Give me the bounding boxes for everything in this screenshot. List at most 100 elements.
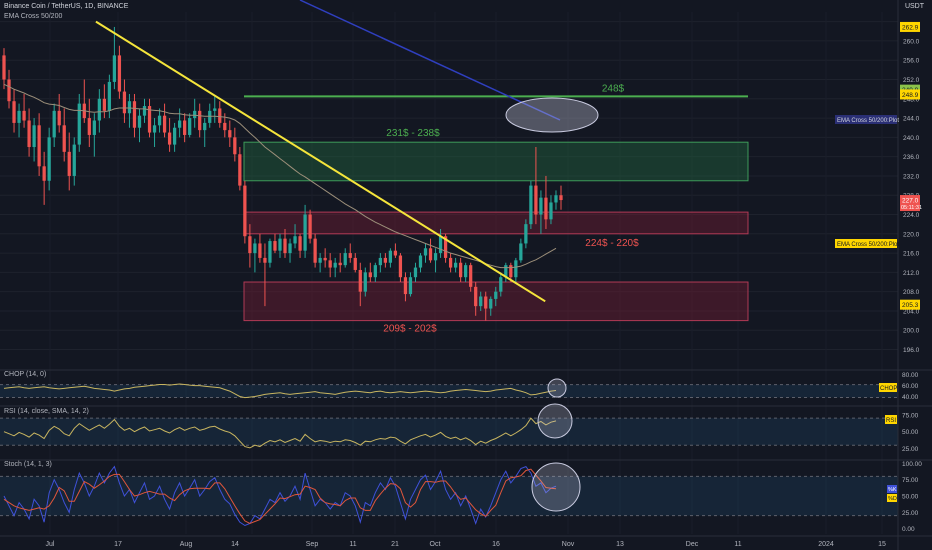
candle-body	[348, 253, 352, 258]
candle-body	[177, 120, 182, 128]
candle	[22, 93, 26, 128]
candle-body	[228, 130, 232, 138]
time-tick-label: 11	[349, 541, 356, 548]
time-tick-label: 16	[492, 541, 500, 548]
candle-body	[388, 250, 393, 263]
candle	[142, 98, 147, 123]
candle	[122, 79, 127, 123]
price-tick-label: 204.0	[903, 308, 920, 315]
candle	[323, 248, 327, 268]
candle	[363, 267, 367, 297]
ema-tag-bg	[835, 239, 897, 248]
candle	[293, 224, 297, 249]
candle-body	[529, 185, 533, 225]
time-tick-label: Oct	[430, 541, 441, 548]
candle-body	[343, 253, 347, 266]
price-label-text: 227.0	[902, 198, 919, 205]
candle	[127, 93, 132, 128]
candle	[418, 253, 423, 273]
candle-body	[453, 262, 458, 268]
ema-indicator-label[interactable]: EMA Cross 50/200	[4, 13, 63, 20]
candle	[353, 253, 357, 273]
candle-body	[448, 257, 453, 268]
stoch-tick: 0.00	[902, 526, 915, 533]
candle	[554, 190, 558, 210]
candle-body	[77, 103, 81, 145]
candle-body	[122, 91, 127, 114]
candle	[278, 233, 282, 258]
candle	[413, 262, 418, 283]
candle-body	[519, 243, 523, 261]
price-tick-label: 236.0	[903, 154, 920, 161]
candle-body	[504, 265, 508, 278]
chop-pane-label[interactable]: CHOP (14, 0)	[4, 371, 47, 378]
candle	[459, 257, 463, 283]
zone-label: 224$ - 220$	[585, 238, 639, 249]
candle-body	[313, 238, 317, 263]
stoch-highlight	[531, 462, 581, 512]
candle-body	[213, 108, 217, 111]
price-label-text: 205.3	[902, 302, 919, 309]
candle	[378, 253, 382, 273]
stoch-tick: 25.00	[902, 510, 919, 517]
symbol-title[interactable]: Binance Coin / TetherUS, 1D, BINANCE	[4, 3, 129, 10]
rsi-line	[3, 417, 557, 449]
rsi-tag: RSI	[886, 418, 896, 424]
candle-body	[238, 154, 242, 186]
candle	[318, 253, 322, 273]
candle	[433, 248, 438, 273]
stoch-line	[3, 468, 557, 525]
candle-body	[318, 257, 322, 263]
candle-body	[328, 260, 332, 268]
candle-body	[303, 214, 307, 251]
candle-body	[544, 197, 548, 220]
candle-body	[112, 55, 117, 82]
candle-body	[107, 81, 112, 111]
candle-body	[393, 250, 398, 256]
candle-body	[323, 257, 327, 261]
candle	[438, 228, 443, 258]
time-tick-label: 13	[616, 541, 624, 548]
chop-tag-bg	[879, 383, 897, 392]
candle	[514, 257, 518, 283]
candle	[539, 190, 543, 234]
candle	[263, 243, 267, 307]
price-label-text: 262.9	[902, 24, 919, 31]
candle-body	[172, 127, 177, 145]
candle	[524, 219, 528, 249]
candle	[248, 224, 252, 268]
highlight-ellipse	[505, 97, 599, 133]
candle	[368, 262, 372, 283]
candle-body	[203, 122, 207, 131]
candle	[288, 238, 292, 263]
candle	[489, 296, 493, 316]
currency-label[interactable]: USDT	[904, 3, 924, 10]
ema-tag-label: EMA Cross 50/200:Plot	[837, 242, 899, 248]
candle-body	[87, 118, 91, 135]
candle-body	[333, 262, 337, 268]
candle	[112, 26, 117, 90]
price-tick-label: 260.0	[903, 38, 920, 45]
candle-body	[32, 125, 36, 148]
candle-body	[363, 272, 367, 292]
candle	[544, 175, 548, 229]
price-tick-label: 208.0	[903, 289, 920, 296]
candle-body	[268, 241, 272, 263]
time-tick-label: Nov	[562, 541, 575, 548]
price-label-text: 248.9	[902, 92, 919, 99]
candle-body	[549, 202, 553, 220]
candle	[188, 113, 192, 138]
price-tick-label: 220.0	[903, 231, 920, 238]
candle	[268, 238, 272, 268]
candle-body	[554, 195, 558, 203]
candle	[57, 93, 61, 133]
candle-body	[183, 120, 187, 135]
candle	[102, 84, 106, 119]
stoch-pane-label[interactable]: Stoch (14, 1, 3)	[4, 461, 52, 468]
candle-body	[378, 257, 382, 266]
candle-body	[253, 243, 257, 254]
rsi-pane-label[interactable]: RSI (14, close, SMA, 14, 2)	[4, 408, 89, 415]
candle-body	[52, 110, 56, 138]
price-countdown: 05:11:31	[901, 205, 922, 211]
candle-body	[499, 277, 503, 292]
